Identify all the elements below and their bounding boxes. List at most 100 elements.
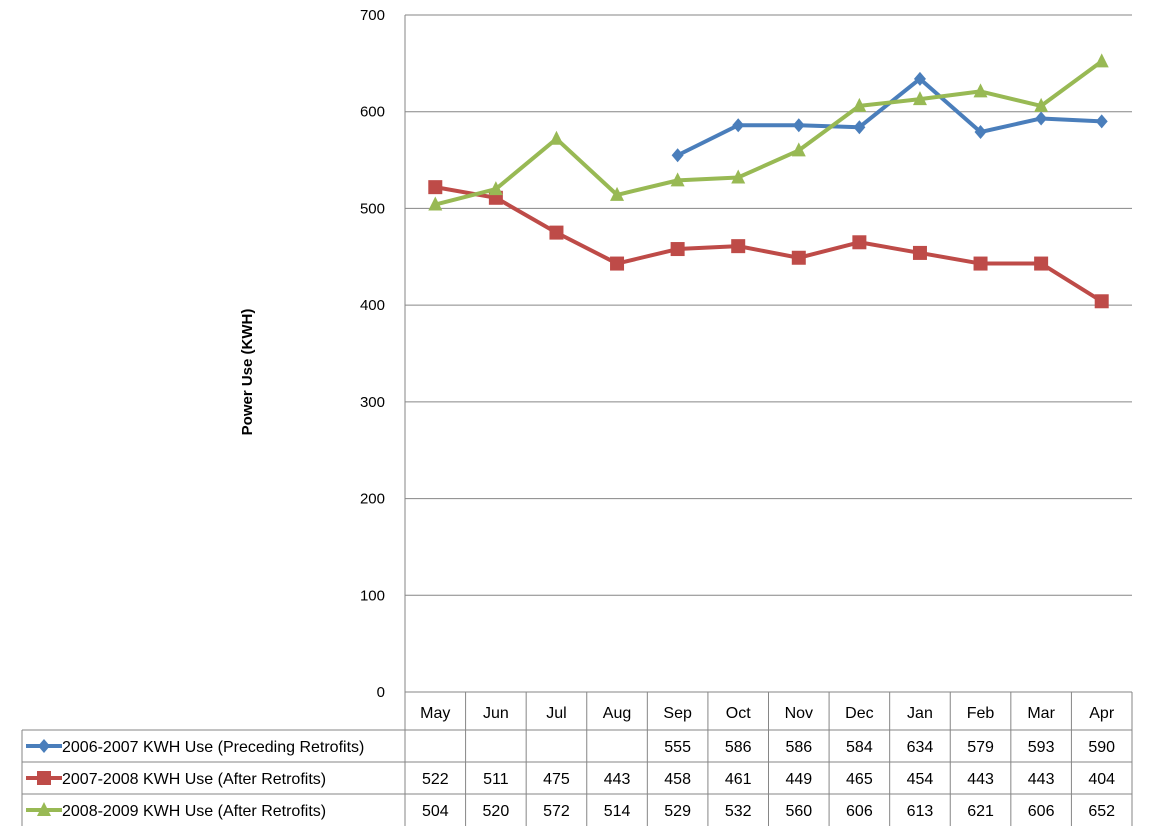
x-category-label: Sep	[663, 705, 692, 722]
data-point	[610, 256, 625, 271]
data-point	[1035, 111, 1048, 126]
table-value: 652	[1088, 803, 1115, 820]
data-point	[852, 235, 867, 250]
y-axis-label: Power Use (KWH)	[239, 309, 256, 436]
legend-label: 2008-2009 KWH Use (After Retrofits)	[62, 803, 326, 820]
x-category-label: Apr	[1089, 705, 1115, 722]
y-tick-label: 400	[360, 297, 385, 314]
x-category-label: Dec	[845, 705, 873, 722]
x-category-label: Mar	[1027, 705, 1055, 722]
table-value: 621	[967, 803, 994, 820]
legend-marker	[37, 802, 51, 816]
data-point	[1034, 97, 1049, 112]
data-point	[428, 180, 443, 195]
table-value: 584	[846, 739, 873, 756]
table-value: 590	[1088, 739, 1115, 756]
table-value: 449	[785, 771, 812, 788]
x-category-label: Jul	[546, 705, 566, 722]
table-value: 514	[604, 803, 631, 820]
data-point	[549, 130, 564, 145]
y-tick-label: 100	[360, 587, 385, 604]
data-point	[852, 97, 867, 112]
table-value: 555	[664, 739, 691, 756]
x-category-label: Aug	[603, 705, 631, 722]
data-point	[610, 186, 625, 201]
data-point	[912, 91, 927, 106]
table-value: 586	[725, 739, 752, 756]
table-value: 634	[907, 739, 934, 756]
y-tick-label: 300	[360, 394, 385, 411]
data-point	[913, 71, 926, 86]
x-category-label: Nov	[785, 705, 813, 722]
table-value: 504	[422, 803, 449, 820]
series-3	[428, 53, 1109, 211]
y-axis-ticks: 0 100 200 300 400 500 600 700	[360, 7, 385, 701]
table-value: 443	[604, 771, 631, 788]
x-category-label: May	[420, 705, 450, 722]
y-tick-label: 0	[377, 684, 385, 701]
data-point	[973, 83, 988, 98]
data-point	[791, 250, 806, 265]
data-point	[1094, 53, 1109, 68]
table-value: 613	[907, 803, 934, 820]
data-table: May Jun Jul Aug Sep Oct Nov Dec Jan Feb Mar Apr 2006…	[21, 691, 1133, 826]
table-value: 454	[907, 771, 934, 788]
data-point	[912, 245, 927, 260]
y-tick-label: 700	[360, 7, 385, 24]
x-category-label: Jan	[907, 705, 933, 722]
legend-key	[26, 771, 62, 785]
table-value: 443	[1028, 771, 1055, 788]
gridlines	[404, 14, 1132, 693]
x-category-label: Oct	[726, 705, 751, 722]
data-point	[671, 148, 684, 163]
table-value: 529	[664, 803, 691, 820]
data-point	[1094, 294, 1109, 309]
legend-marker	[37, 771, 51, 785]
data-point	[791, 142, 806, 157]
series-line	[434, 185, 1103, 303]
legend-key	[26, 802, 62, 816]
data-point	[1034, 256, 1049, 271]
table-value: 458	[664, 771, 691, 788]
table-value: 461	[725, 771, 752, 788]
data-point	[974, 125, 987, 140]
table-value: 443	[967, 771, 994, 788]
y-tick-label: 500	[360, 200, 385, 217]
table-value: 593	[1028, 739, 1055, 756]
data-point	[428, 196, 443, 211]
y-tick-label: 600	[360, 104, 385, 121]
data-point	[732, 118, 745, 133]
series-1	[671, 71, 1108, 163]
table-value: 606	[1028, 803, 1055, 820]
table-value: 465	[846, 771, 873, 788]
table-value: 522	[422, 771, 449, 788]
series-2	[428, 180, 1109, 309]
table-value: 532	[725, 803, 752, 820]
data-point	[792, 118, 805, 133]
data-point	[973, 256, 988, 271]
data-point	[1095, 114, 1108, 129]
x-category-label: Jun	[483, 705, 509, 722]
table-value: 606	[846, 803, 873, 820]
table-value: 560	[785, 803, 812, 820]
y-tick-label: 200	[360, 491, 385, 508]
table-value: 511	[483, 771, 509, 788]
data-point	[670, 172, 685, 187]
data-point	[731, 169, 746, 184]
table-value: 475	[543, 771, 570, 788]
series-lines	[428, 53, 1109, 309]
series-line	[434, 59, 1103, 207]
table-value: 586	[785, 739, 812, 756]
data-point	[549, 225, 564, 240]
legend-key	[26, 739, 62, 753]
table-value: 579	[967, 739, 994, 756]
table-value: 520	[483, 803, 510, 820]
legend-marker	[38, 739, 50, 753]
x-category-label: Feb	[967, 705, 995, 722]
legend-label: 2006-2007 KWH Use (Preceding Retrofits)	[62, 739, 364, 756]
data-point	[670, 242, 685, 257]
table-value: 404	[1088, 771, 1115, 788]
data-point	[488, 181, 503, 196]
legend-label: 2007-2008 KWH Use (After Retrofits)	[62, 771, 326, 788]
